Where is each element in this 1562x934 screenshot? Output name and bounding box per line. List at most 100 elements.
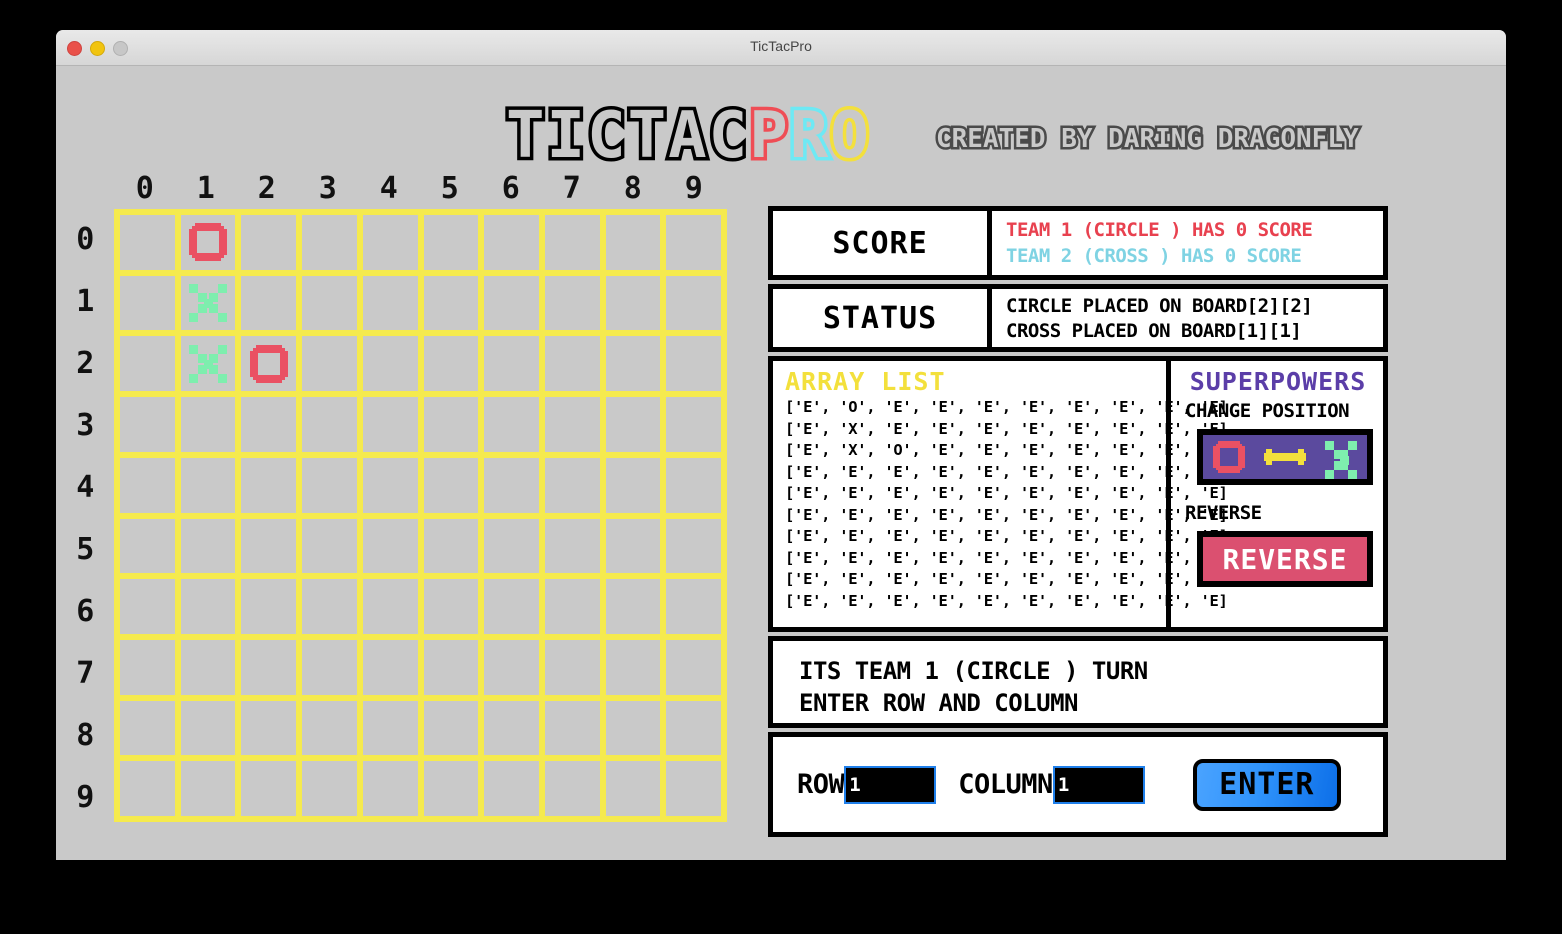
board-cell-9-8[interactable] xyxy=(605,761,661,816)
board-cell-2-3[interactable] xyxy=(302,336,357,392)
row-input[interactable] xyxy=(844,765,937,804)
board-cell-8-5[interactable] xyxy=(423,700,479,756)
board-cell-3-6[interactable] xyxy=(484,397,539,452)
board-cell-3-0[interactable] xyxy=(120,397,175,452)
board-cell-6-8[interactable] xyxy=(605,579,661,634)
board-cell-0-4[interactable] xyxy=(362,215,418,270)
reverse-button[interactable]: REVERSE xyxy=(1197,531,1373,587)
board-cell-9-6[interactable] xyxy=(484,761,539,816)
board-cell-5-3[interactable] xyxy=(302,518,357,574)
board-cell-4-8[interactable] xyxy=(605,457,661,513)
board-cell-1-4[interactable] xyxy=(362,275,418,331)
board-cell-3-4[interactable] xyxy=(362,397,418,452)
board-cell-0-0[interactable] xyxy=(120,215,175,270)
game-grid[interactable] xyxy=(114,209,727,822)
board-cell-9-1[interactable] xyxy=(180,761,236,816)
board-cell-3-7[interactable] xyxy=(544,397,600,452)
board-cell-1-2[interactable] xyxy=(241,275,297,331)
board-cell-0-9[interactable] xyxy=(666,215,721,270)
board-cell-3-3[interactable] xyxy=(302,397,357,452)
board-cell-2-0[interactable] xyxy=(120,336,175,392)
board-cell-7-1[interactable] xyxy=(180,639,236,695)
board-cell-8-0[interactable] xyxy=(120,700,175,756)
board-cell-2-5[interactable] xyxy=(423,336,479,392)
board-cell-9-0[interactable] xyxy=(120,761,175,816)
board-cell-8-4[interactable] xyxy=(362,700,418,756)
board-cell-9-4[interactable] xyxy=(362,761,418,816)
board-cell-9-2[interactable] xyxy=(241,761,297,816)
board-cell-6-2[interactable] xyxy=(241,579,297,634)
board-cell-4-1[interactable] xyxy=(180,457,236,513)
board-cell-4-0[interactable] xyxy=(120,457,175,513)
board-cell-2-2[interactable] xyxy=(241,336,297,392)
board-cell-9-5[interactable] xyxy=(423,761,479,816)
board-cell-2-7[interactable] xyxy=(544,336,600,392)
board-cell-2-1[interactable] xyxy=(180,336,236,392)
change-position-button[interactable] xyxy=(1197,429,1373,485)
board-cell-4-6[interactable] xyxy=(484,457,539,513)
board-cell-5-5[interactable] xyxy=(423,518,479,574)
board-cell-5-6[interactable] xyxy=(484,518,539,574)
board-cell-0-8[interactable] xyxy=(605,215,661,270)
board-cell-4-3[interactable] xyxy=(302,457,357,513)
board-cell-3-9[interactable] xyxy=(666,397,721,452)
board-cell-1-0[interactable] xyxy=(120,275,175,331)
board-cell-1-7[interactable] xyxy=(544,275,600,331)
board-cell-1-1[interactable] xyxy=(180,275,236,331)
board-cell-1-8[interactable] xyxy=(605,275,661,331)
board-cell-1-6[interactable] xyxy=(484,275,539,331)
board-cell-1-3[interactable] xyxy=(302,275,357,331)
board-cell-3-5[interactable] xyxy=(423,397,479,452)
board-cell-5-1[interactable] xyxy=(180,518,236,574)
board-cell-9-7[interactable] xyxy=(544,761,600,816)
board-cell-5-4[interactable] xyxy=(362,518,418,574)
board-cell-6-5[interactable] xyxy=(423,579,479,634)
board-cell-8-9[interactable] xyxy=(666,700,721,756)
board-cell-3-2[interactable] xyxy=(241,397,297,452)
board-cell-2-8[interactable] xyxy=(605,336,661,392)
board-cell-6-4[interactable] xyxy=(362,579,418,634)
board-cell-8-8[interactable] xyxy=(605,700,661,756)
column-input[interactable] xyxy=(1052,765,1145,804)
window-titlebar[interactable]: TicTacPro xyxy=(56,30,1506,66)
board-cell-0-2[interactable] xyxy=(241,215,297,270)
board-cell-8-1[interactable] xyxy=(180,700,236,756)
board-cell-5-0[interactable] xyxy=(120,518,175,574)
board-cell-8-3[interactable] xyxy=(302,700,357,756)
board-cell-6-0[interactable] xyxy=(120,579,175,634)
board-cell-7-4[interactable] xyxy=(362,639,418,695)
board-cell-5-9[interactable] xyxy=(666,518,721,574)
board-cell-4-7[interactable] xyxy=(544,457,600,513)
board-cell-2-9[interactable] xyxy=(666,336,721,392)
minimize-button[interactable] xyxy=(90,41,105,56)
board-cell-6-7[interactable] xyxy=(544,579,600,634)
board-cell-7-7[interactable] xyxy=(544,639,600,695)
close-button[interactable] xyxy=(67,41,82,56)
board-cell-1-5[interactable] xyxy=(423,275,479,331)
board-cell-4-4[interactable] xyxy=(362,457,418,513)
board-cell-3-1[interactable] xyxy=(180,397,236,452)
enter-button[interactable]: ENTER xyxy=(1192,758,1341,811)
board-cell-5-7[interactable] xyxy=(544,518,600,574)
board-cell-0-7[interactable] xyxy=(544,215,600,270)
board-cell-7-5[interactable] xyxy=(423,639,479,695)
board-cell-8-2[interactable] xyxy=(241,700,297,756)
board-cell-8-6[interactable] xyxy=(484,700,539,756)
board-cell-3-8[interactable] xyxy=(605,397,661,452)
board-cell-4-9[interactable] xyxy=(666,457,721,513)
board-cell-7-3[interactable] xyxy=(302,639,357,695)
board-cell-5-8[interactable] xyxy=(605,518,661,574)
board-cell-7-2[interactable] xyxy=(241,639,297,695)
board-cell-9-9[interactable] xyxy=(666,761,721,816)
board-cell-0-1[interactable] xyxy=(180,215,236,270)
board-cell-0-5[interactable] xyxy=(423,215,479,270)
board-cell-9-3[interactable] xyxy=(302,761,357,816)
board-cell-4-5[interactable] xyxy=(423,457,479,513)
board-cell-1-9[interactable] xyxy=(666,275,721,331)
board-cell-7-0[interactable] xyxy=(120,639,175,695)
board-cell-4-2[interactable] xyxy=(241,457,297,513)
board-cell-6-1[interactable] xyxy=(180,579,236,634)
board-cell-6-9[interactable] xyxy=(666,579,721,634)
board-cell-6-6[interactable] xyxy=(484,579,539,634)
board-cell-0-3[interactable] xyxy=(302,215,357,270)
